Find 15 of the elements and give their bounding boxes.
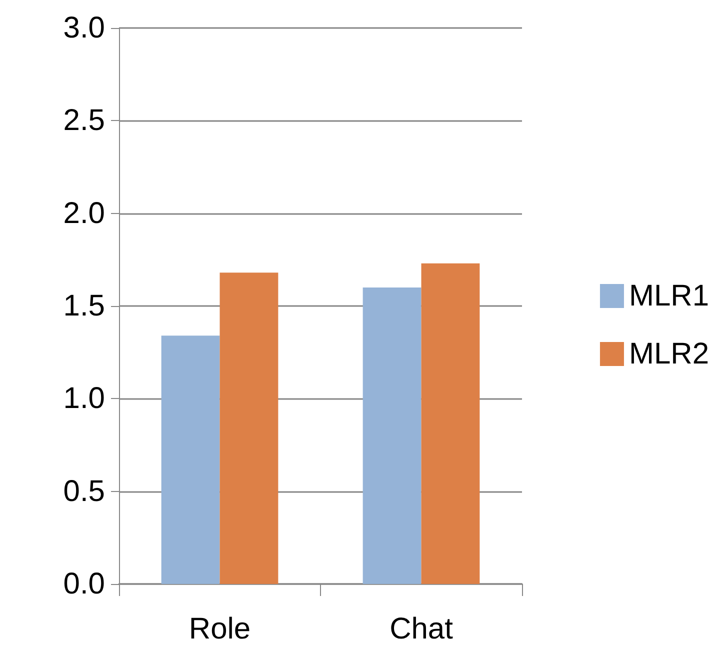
x-tick-label: Chat <box>390 612 454 646</box>
x-tick-label: Role <box>188 612 251 646</box>
bar <box>362 287 422 584</box>
y-tick-label: 1.0 <box>63 382 105 416</box>
y-tick-label: 1.5 <box>63 290 105 322</box>
y-tick-label: 0.5 <box>63 474 105 508</box>
y-tick-label: 2.5 <box>63 104 105 138</box>
legend-label: MLR2 <box>628 338 710 370</box>
bar <box>220 272 278 584</box>
bar <box>421 263 480 584</box>
y-tick-label: 0.0 <box>63 568 105 600</box>
bar <box>161 336 220 584</box>
y-tick-label: 3.0 <box>63 12 105 44</box>
legend-label: MLR1 <box>628 280 710 312</box>
y-tick-label: 2.0 <box>63 196 105 230</box>
